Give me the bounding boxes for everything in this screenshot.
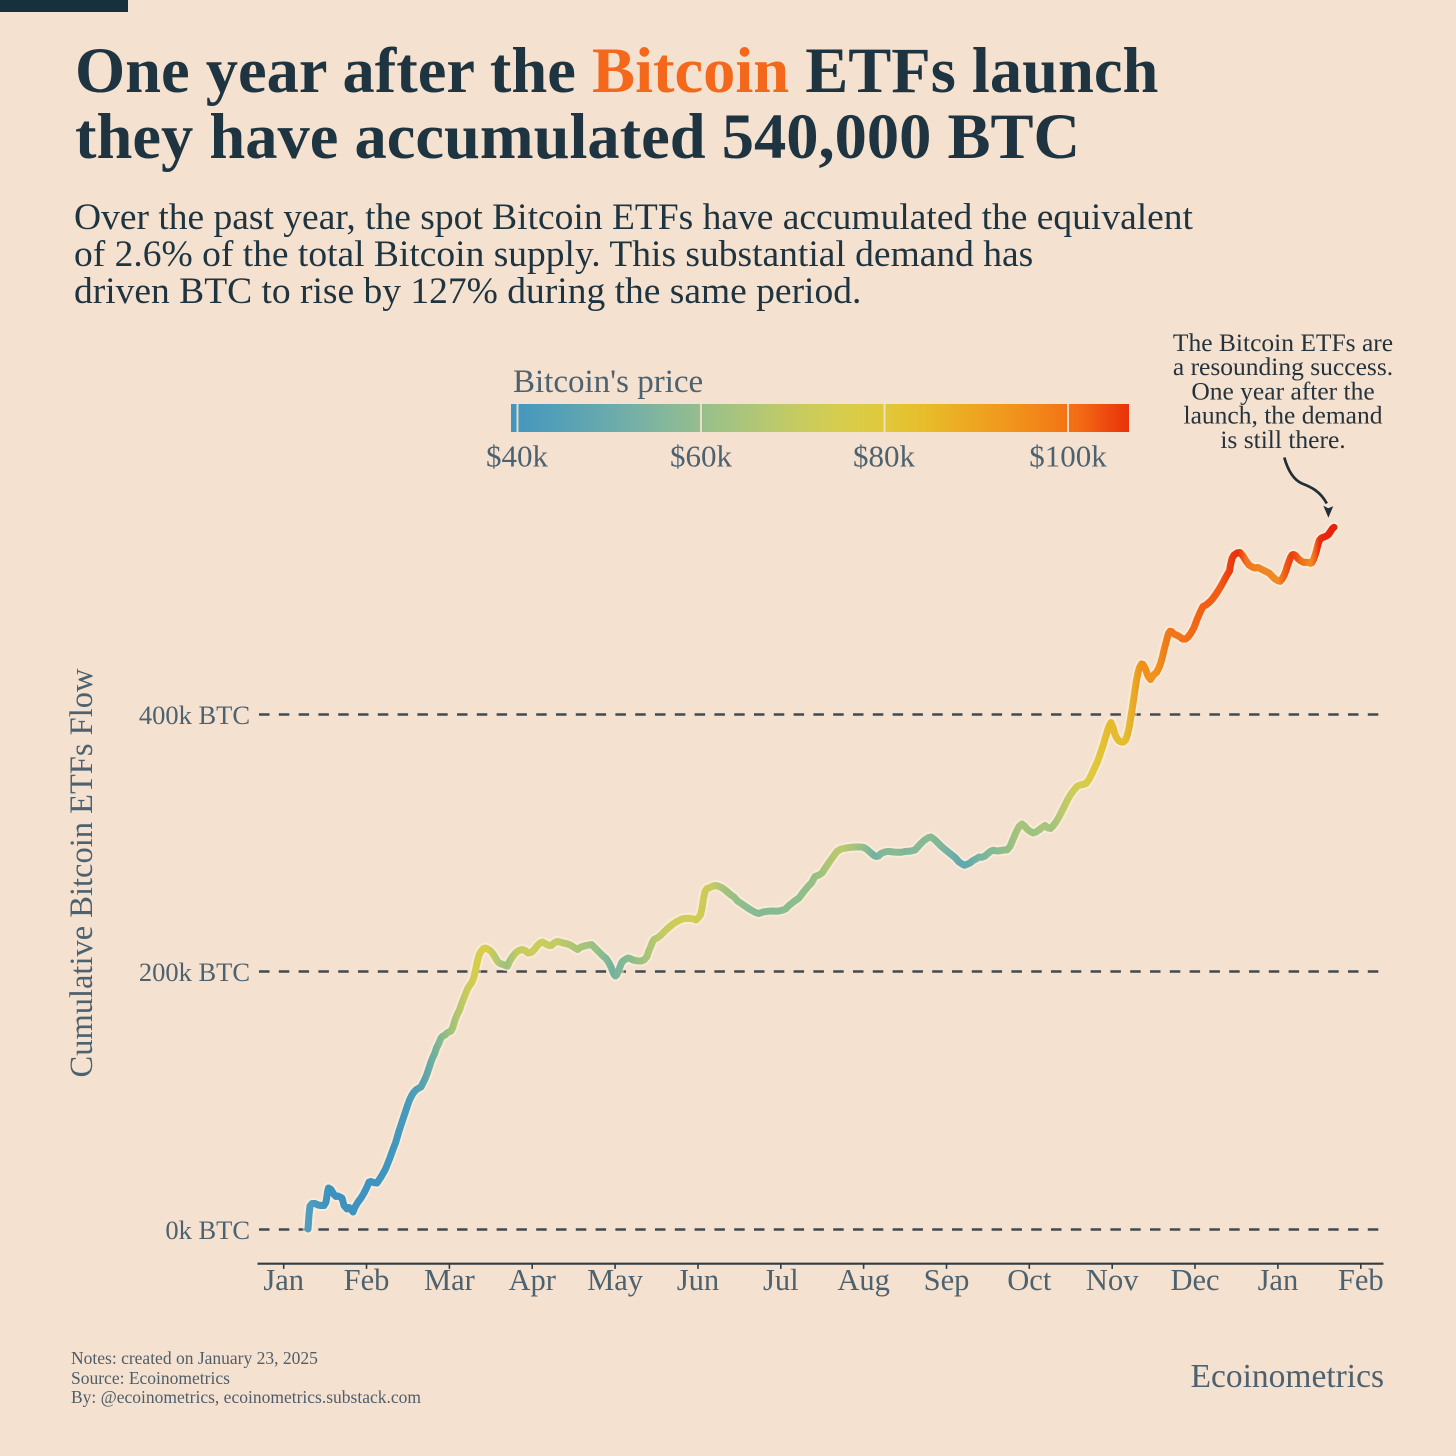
svg-text:launch, the demand: launch, the demand bbox=[1184, 401, 1383, 430]
svg-text:May: May bbox=[587, 1263, 644, 1297]
svg-text:Cumulative Bitcoin ETFs Flow: Cumulative Bitcoin ETFs Flow bbox=[64, 668, 100, 1077]
svg-text:$80k: $80k bbox=[853, 439, 916, 474]
svg-text:Jul: Jul bbox=[763, 1263, 799, 1297]
svg-text:Aug: Aug bbox=[837, 1263, 890, 1297]
svg-text:Jan: Jan bbox=[1258, 1263, 1299, 1297]
svg-text:Dec: Dec bbox=[1170, 1263, 1219, 1297]
svg-text:Apr: Apr bbox=[508, 1263, 555, 1297]
svg-text:400k BTC: 400k BTC bbox=[139, 700, 250, 730]
svg-text:$60k: $60k bbox=[670, 439, 733, 474]
svg-text:Feb: Feb bbox=[344, 1263, 390, 1297]
svg-text:Sep: Sep bbox=[924, 1263, 970, 1297]
svg-text:$40k: $40k bbox=[486, 439, 549, 474]
svg-text:$100k: $100k bbox=[1029, 439, 1107, 474]
svg-text:0k BTC: 0k BTC bbox=[165, 1215, 250, 1245]
svg-text:Bitcoin's price: Bitcoin's price bbox=[513, 364, 703, 400]
svg-text:Jun: Jun bbox=[677, 1263, 719, 1297]
svg-text:Feb: Feb bbox=[1338, 1263, 1384, 1297]
svg-text:The Bitcoin ETFs are: The Bitcoin ETFs are bbox=[1173, 328, 1393, 357]
svg-text:Oct: Oct bbox=[1007, 1263, 1052, 1297]
svg-text:One year after the: One year after the bbox=[1191, 376, 1374, 405]
svg-text:Jan: Jan bbox=[263, 1263, 304, 1297]
svg-text:Mar: Mar bbox=[424, 1263, 475, 1297]
svg-text:a resounding success.: a resounding success. bbox=[1173, 352, 1393, 381]
svg-text:200k BTC: 200k BTC bbox=[139, 957, 250, 987]
svg-text:Nov: Nov bbox=[1086, 1263, 1139, 1297]
svg-text:is still there.: is still there. bbox=[1220, 425, 1345, 454]
